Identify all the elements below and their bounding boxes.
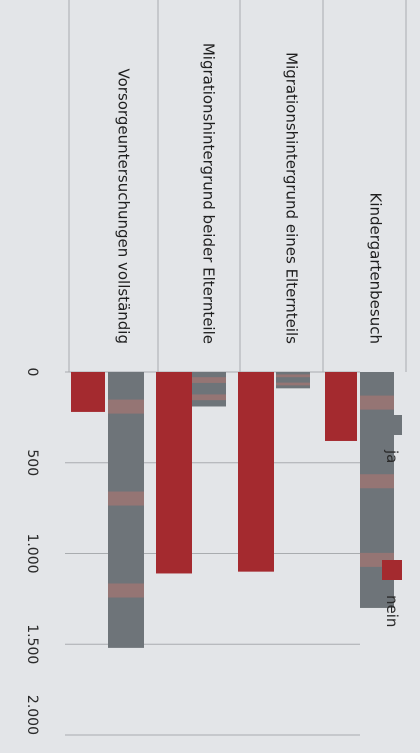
bar-ja-2 (276, 372, 310, 389)
bar-nein-2 (238, 372, 274, 572)
category-label-4: Vorsorgeuntersuchungen vollständig (115, 69, 133, 345)
legend-swatch-nein (382, 560, 402, 580)
bar-texture (360, 395, 394, 410)
bar-ja-4 (108, 372, 144, 648)
legend-swatch-ja (382, 415, 402, 435)
bar-texture (192, 394, 226, 401)
tick-label-1500: 1.500 (24, 624, 40, 664)
bar-texture (192, 377, 226, 383)
category-label-1: Kindergartenbesuch (367, 193, 385, 345)
legend: ja nein (382, 415, 402, 627)
legend-label-ja: ja (383, 449, 401, 463)
bar-texture (108, 583, 144, 598)
bar-texture (276, 374, 310, 378)
bar-nein-1 (325, 372, 357, 441)
legend-label-nein: nein (383, 595, 401, 627)
tick-label-2000: 2.000 (24, 695, 40, 735)
tick-labels: 0 500 1.000 1.500 2.000 (24, 368, 40, 735)
bar-texture (108, 491, 144, 506)
bar-texture (360, 474, 394, 489)
bar-nein-4 (71, 372, 105, 412)
tick-label-0: 0 (24, 368, 40, 377)
bar-nein-3 (156, 372, 192, 574)
bar-texture (276, 382, 310, 386)
bar-texture (108, 399, 144, 414)
tick-label-1000: 1.000 (24, 533, 40, 573)
category-labels: Kindergartenbesuch Migrationshintergrund … (115, 43, 385, 344)
bar-ja-3 (192, 372, 226, 407)
tick-label-500: 500 (24, 449, 40, 476)
category-label-2: Migrationshintergrund eines Elternteils (283, 52, 301, 344)
category-label-3: Migrationshintergrund beider Elternteile (200, 43, 218, 344)
